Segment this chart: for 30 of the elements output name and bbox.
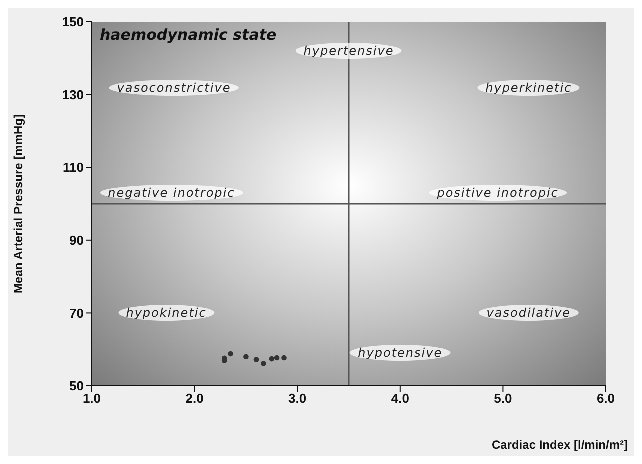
y-tick-label: 90 [70,233,84,248]
point [274,355,280,361]
x-tick-label: 4.0 [391,391,410,406]
y-tick-label: 150 [62,14,84,30]
x-tick-label: 1.0 [82,391,102,406]
y-tick-label: 50 [70,378,84,394]
chart-title: haemodynamic state [100,26,277,44]
y-tick-label: 110 [63,160,84,176]
x-axis-title: Cardiac Index [l/min/m²] [492,438,628,452]
y-axis-title: Mean Arterial Pressure [mmHg] [11,114,26,294]
annotation: negative inotropic [100,185,244,202]
annotation: vasodilative [478,305,579,322]
x-tick-label: 6.0 [596,391,616,406]
annotation: vasoconstrictive [109,80,240,96]
point [261,361,266,366]
x-tick-label: 5.0 [494,391,512,406]
annotation: hyperkinetic [478,80,580,96]
annotation: hypotensive [350,345,451,362]
annotation: hypokinetic [118,305,215,322]
y-tick-label: 70 [70,306,84,321]
point [282,355,287,361]
x-tick-label: 3.0 [288,391,307,406]
annotation: positive inotropic [429,185,567,202]
point [269,356,275,362]
point [254,357,260,362]
annotation: hypertensive [296,43,402,60]
y-tick-label: 130 [62,87,84,102]
point [244,354,249,360]
point [228,351,234,357]
x-tick-label: 2.0 [186,391,204,406]
